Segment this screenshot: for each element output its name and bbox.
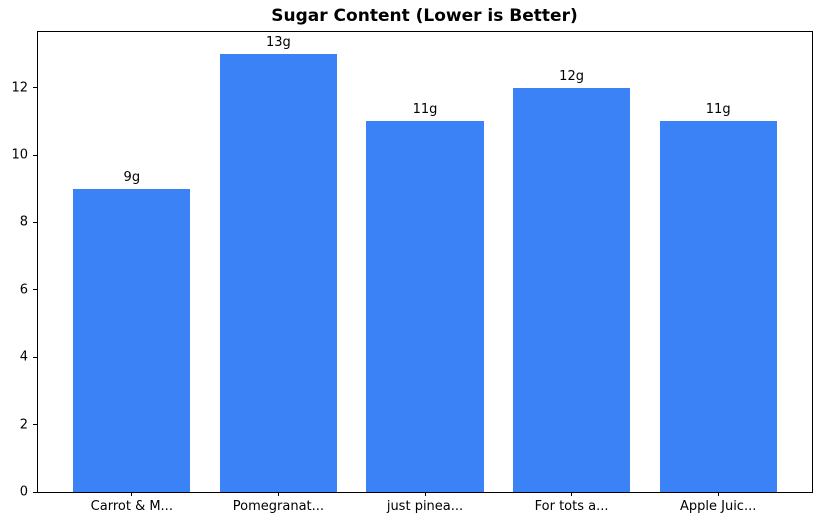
bar [73,188,191,492]
x-axis-tick-label: just pinea... [386,499,464,514]
y-axis-tick [33,87,37,89]
x-axis-tick [424,492,426,496]
y-axis-tick-label: 0 [19,484,28,500]
x-axis-tick [717,492,719,496]
bar-value-label: 12g [559,68,584,84]
y-axis-tick-label: 2 [19,417,28,433]
y-axis-tick-label: 10 [11,147,28,163]
bar [659,121,777,492]
y-axis-tick [33,154,37,156]
x-axis-tick-label: Apple Juic... [679,499,757,514]
y-axis-tick [33,424,37,426]
bar-value-label: 13g [266,34,291,50]
x-axis-tick [277,492,279,496]
y-axis-tick-label: 6 [19,282,28,298]
y-axis-tick-label: 4 [19,349,28,365]
y-axis-tick-label: 8 [19,214,28,230]
bar-value-label: 11g [412,102,438,118]
x-axis-tick-label: Carrot & M... [90,499,173,514]
bar [366,121,484,492]
bar [219,53,338,492]
bar-value-label: 11g [705,102,731,118]
bar [512,87,631,492]
y-axis-tick [33,221,37,223]
y-axis-tick [33,289,37,291]
x-axis-tick-label: For tots a... [534,499,609,514]
y-axis-tick [33,356,37,358]
y-axis-tick-label: 12 [11,80,28,96]
x-axis-tick-label: Pomegranat... [232,499,325,514]
chart-title: Sugar Content (Lower is Better) [271,6,578,26]
plot-area: 0 2 4 6 8 10 12 9g Carrot & M... 13g Pomegranat...… [11,31,813,514]
x-axis-tick [131,492,133,496]
x-axis-tick [571,492,573,496]
y-axis-tick [33,491,37,493]
bar-value-label: 9g [123,169,141,185]
